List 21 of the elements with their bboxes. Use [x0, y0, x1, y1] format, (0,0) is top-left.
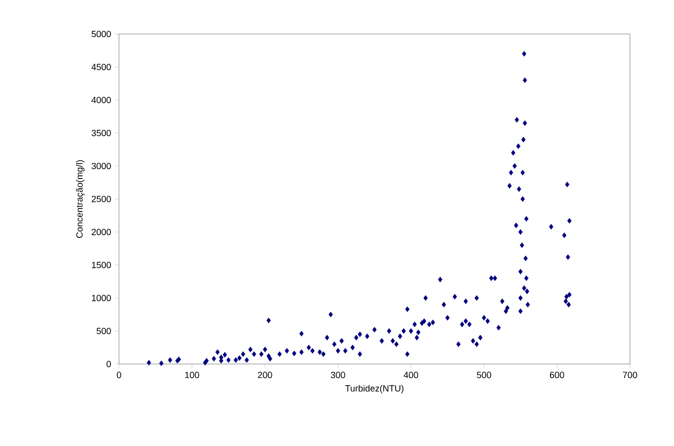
- y-tick-label: 2500: [92, 196, 111, 202]
- y-tick-label: 500: [96, 328, 111, 334]
- y-tick-label: 3000: [92, 162, 111, 170]
- y-tick-label: 2000: [92, 228, 111, 236]
- y-tick-label: 4500: [91, 64, 111, 70]
- y-tick-label: 1500: [92, 262, 111, 268]
- x-tick-label: 600: [550, 372, 564, 378]
- y-tick-label: 1000: [92, 294, 111, 302]
- y-tick-label: 4000: [91, 96, 111, 104]
- x-tick-label: 700: [622, 372, 638, 378]
- x-tick-label: 300: [330, 372, 346, 378]
- y-tick-label: 5000: [92, 30, 111, 38]
- x-tick-label: 500: [476, 372, 492, 378]
- y-tick-label: 3500: [92, 130, 111, 136]
- y-axis-title: Concentração(mg/l): [76, 160, 84, 238]
- x-tick-label: 400: [404, 372, 418, 378]
- x-tick-label: 200: [258, 372, 272, 378]
- x-tick-label: 100: [185, 372, 200, 378]
- y-tick-label: 0: [106, 360, 111, 368]
- x-axis-title: Turbidez(NTU): [345, 384, 404, 394]
- x-tick-label: 0: [116, 372, 122, 378]
